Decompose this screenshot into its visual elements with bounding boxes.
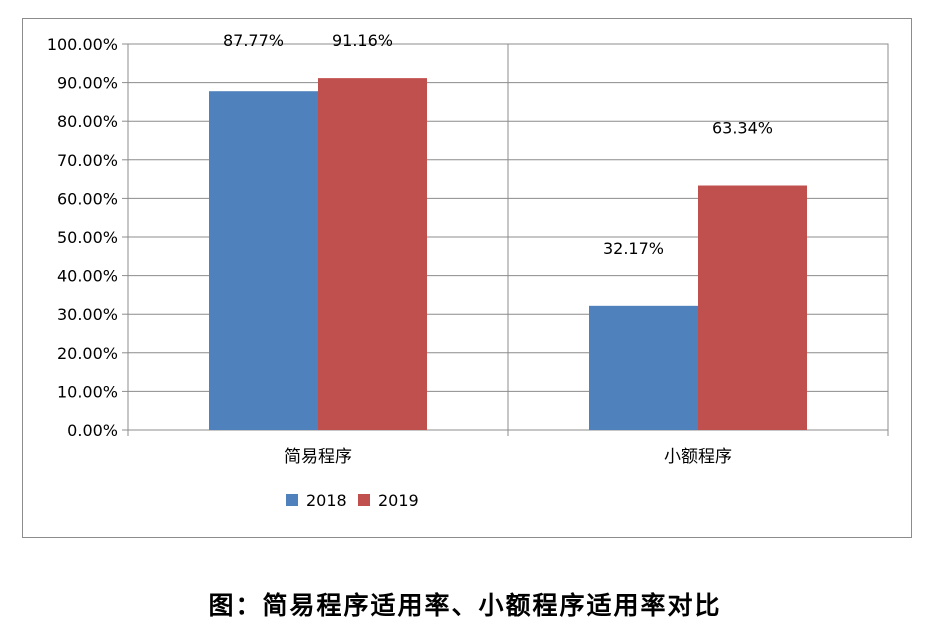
bar-2019 — [318, 78, 427, 430]
y-tick-label: 60.00% — [57, 189, 118, 208]
legend-swatch-2019 — [358, 494, 370, 506]
y-tick-label: 10.00% — [57, 382, 118, 401]
legend-swatch-2018 — [286, 494, 298, 506]
figure-caption: 图：简易程序适用率、小额程序适用率对比 — [208, 591, 722, 620]
data-label: 87.77% — [223, 31, 284, 50]
x-category-label: 小额程序 — [664, 447, 732, 467]
data-label: 63.34% — [712, 119, 773, 138]
data-label: 32.17% — [603, 239, 664, 258]
y-tick-label: 0.00% — [67, 421, 118, 440]
y-tick-label: 50.00% — [57, 228, 118, 247]
bar-chart: 0.00% 10.00% 20.00% 30.00% 40.00% 50.00% 60.00… — [47, 31, 889, 510]
y-tick-label: 80.00% — [57, 112, 118, 131]
y-tick-label: 70.00% — [57, 151, 118, 170]
x-category-label: 简易程序 — [284, 447, 352, 467]
y-tick-label: 20.00% — [57, 344, 118, 363]
y-tick-label: 90.00% — [57, 74, 118, 93]
bar-2019 — [698, 185, 807, 430]
legend-label: 2019 — [378, 491, 419, 510]
y-tick-label: 100.00% — [47, 35, 118, 54]
chart-frame — [22, 18, 912, 538]
data-label: 91.16% — [332, 31, 393, 50]
legend-label: 2018 — [306, 491, 347, 510]
bar-2018 — [209, 91, 318, 431]
bar-2018 — [589, 305, 698, 430]
y-tick-label: 40.00% — [57, 267, 118, 286]
y-tick-label: 30.00% — [57, 305, 118, 324]
